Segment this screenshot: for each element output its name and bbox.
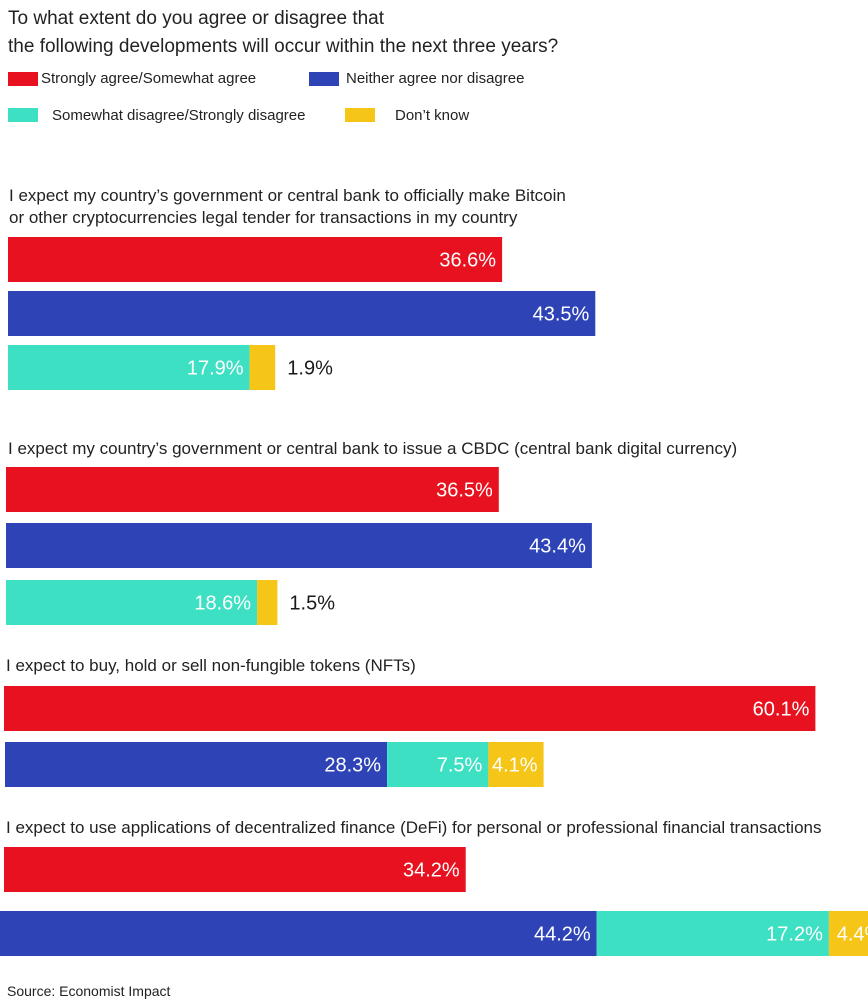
question-3-label: I expect to buy, hold or sell non-fungib… <box>6 656 416 675</box>
question-4-label: I expect to use applications of decentra… <box>6 818 822 837</box>
source-note: Source: Economist Impact <box>7 983 171 999</box>
value-label-q1-dontknow: 1.9% <box>287 358 333 380</box>
legend-label-agree: Strongly agree/Somewhat agree <box>41 70 257 87</box>
legend-label-neither: Neither agree nor disagree <box>346 70 525 87</box>
value-label-q2-disagree: 18.6% <box>194 593 251 615</box>
question-1-line-2: or other cryptocurrencies legal tender f… <box>9 208 518 227</box>
bar-q3-neither <box>5 742 388 787</box>
bar-q1-dontknow <box>249 345 276 390</box>
question-2-label: I expect my country’s government or cent… <box>8 439 738 458</box>
value-label-q3-disagree: 7.5% <box>437 755 483 777</box>
chart-title-line-1: To what extent do you agree or disagree … <box>8 8 385 29</box>
bar-q4-neither <box>0 911 597 956</box>
value-label-q1-neither: 43.5% <box>533 304 590 326</box>
legend-label-disagree: Somewhat disagree/Strongly disagree <box>52 107 306 124</box>
bar-q3-dontknow <box>488 742 544 787</box>
bar-q2-disagree <box>6 580 258 625</box>
bar-q1-disagree <box>8 345 250 390</box>
value-label-q1-disagree: 17.9% <box>187 358 244 380</box>
bar-q4-dontknow <box>828 911 868 956</box>
chart-title-line-2: the following developments will occur wi… <box>8 36 559 57</box>
value-label-q4-disagree: 17.2% <box>766 924 823 946</box>
value-label-q1-agree: 36.6% <box>439 250 496 272</box>
bar-q3-agree <box>4 686 816 731</box>
value-label-q3-dontknow: 4.1% <box>492 755 538 777</box>
value-label-q4-agree: 34.2% <box>403 860 460 882</box>
bar-q2-dontknow <box>257 580 278 625</box>
value-label-q4-neither: 44.2% <box>534 924 591 946</box>
value-label-q2-agree: 36.5% <box>436 480 493 502</box>
value-label-q2-neither: 43.4% <box>529 536 586 558</box>
bar-q1-agree <box>8 237 503 282</box>
value-label-q3-neither: 28.3% <box>324 755 381 777</box>
bar-q2-neither <box>6 523 592 568</box>
bar-q4-disagree <box>596 911 829 956</box>
value-label-q3-agree: 60.1% <box>753 699 810 721</box>
legend-swatch-dontknow <box>345 108 375 122</box>
bar-q2-agree <box>6 467 499 512</box>
bar-q4-agree <box>4 847 466 892</box>
value-label-q2-dontknow: 1.5% <box>289 593 335 615</box>
legend-swatch-disagree <box>8 108 38 122</box>
value-label-q4-dontknow: 4.4% <box>837 924 868 946</box>
legend-swatch-agree <box>8 72 38 86</box>
bar-q3-disagree <box>387 742 489 787</box>
legend-swatch-neither <box>309 72 339 86</box>
question-1-line-1: I expect my country’s government or cent… <box>9 186 566 205</box>
bar-q1-neither <box>8 291 596 336</box>
legend-label-dontknow: Don’t know <box>395 107 470 124</box>
